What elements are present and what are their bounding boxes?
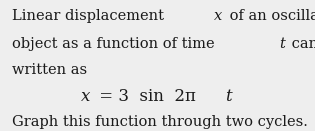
Text: t: t: [279, 37, 285, 51]
Text: Graph this function through two cycles.: Graph this function through two cycles.: [12, 115, 308, 129]
Text: object as a function of time: object as a function of time: [12, 37, 219, 51]
Text: x: x: [214, 9, 222, 23]
Text: = 3  sin  2π: = 3 sin 2π: [94, 88, 195, 105]
Text: of an oscillating: of an oscillating: [225, 9, 315, 23]
Text: x: x: [82, 88, 91, 105]
Text: written as: written as: [12, 63, 87, 77]
Text: Linear displacement: Linear displacement: [12, 9, 169, 23]
Text: t: t: [225, 88, 232, 105]
Text: can be: can be: [287, 37, 315, 51]
